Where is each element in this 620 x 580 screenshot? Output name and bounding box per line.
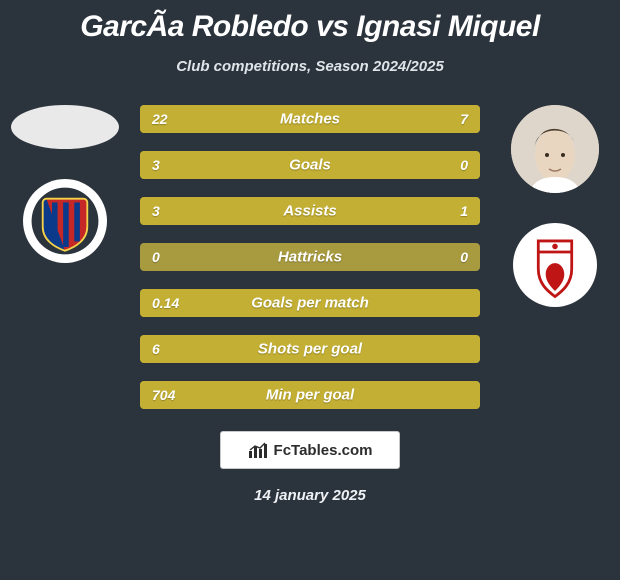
- stat-label: Shots per goal: [258, 341, 362, 358]
- stat-left-value: 3: [152, 157, 160, 173]
- stat-label: Matches: [280, 111, 340, 128]
- player-right-avatar: [511, 105, 599, 193]
- stat-label: Goals per match: [251, 295, 369, 312]
- stat-label: Assists: [283, 203, 336, 220]
- stat-left-value: 6: [152, 341, 160, 357]
- stat-left-value: 0: [152, 249, 160, 265]
- stat-right-value: 7: [460, 111, 468, 127]
- stat-right-value: 0: [460, 157, 468, 173]
- stat-left-value: 0.14: [152, 295, 179, 311]
- stat-left-value: 3: [152, 203, 160, 219]
- stat-row: 704 Min per goal: [140, 381, 480, 409]
- player-left-avatar: [11, 105, 119, 149]
- stat-left-value: 22: [152, 111, 168, 127]
- levante-crest-icon: [26, 182, 104, 260]
- bar-left-fill: [140, 105, 398, 133]
- fctables-logo: FcTables.com: [220, 431, 400, 469]
- stat-row: 3 Goals 0: [140, 151, 480, 179]
- left-player-column: [5, 105, 125, 263]
- stat-row: 6 Shots per goal: [140, 335, 480, 363]
- player-right-club-crest: [513, 223, 597, 307]
- fctables-logo-text: FcTables.com: [274, 442, 373, 459]
- subtitle: Club competitions, Season 2024/2025: [0, 58, 620, 75]
- fctables-chart-icon: [248, 441, 270, 459]
- stat-label: Hattricks: [278, 249, 342, 266]
- page-title: GarcÃ­a Robledo vs Ignasi Miquel: [0, 0, 620, 44]
- stat-left-value: 704: [152, 387, 175, 403]
- stat-right-value: 1: [460, 203, 468, 219]
- stat-row: 0.14 Goals per match: [140, 289, 480, 317]
- stat-row: 3 Assists 1: [140, 197, 480, 225]
- stat-row: 0 Hattricks 0: [140, 243, 480, 271]
- stat-label: Goals: [289, 157, 331, 174]
- comparison-content: 22 Matches 7 3 Goals 0 3 Assists 1 0 Hattricks 0 0.1…: [0, 105, 620, 409]
- date-text: 14 january 2025: [0, 487, 620, 504]
- stat-label: Min per goal: [266, 387, 354, 404]
- right-player-column: [495, 105, 615, 307]
- stat-row: 22 Matches 7: [140, 105, 480, 133]
- player-right-face-icon: [511, 105, 599, 193]
- stat-right-value: 0: [460, 249, 468, 265]
- bar-left-fill: [140, 197, 395, 225]
- player-left-club-crest: [23, 179, 107, 263]
- stat-bars: 22 Matches 7 3 Goals 0 3 Assists 1 0 Hattricks 0 0.1…: [140, 105, 480, 409]
- granada-crest-icon: [516, 226, 594, 304]
